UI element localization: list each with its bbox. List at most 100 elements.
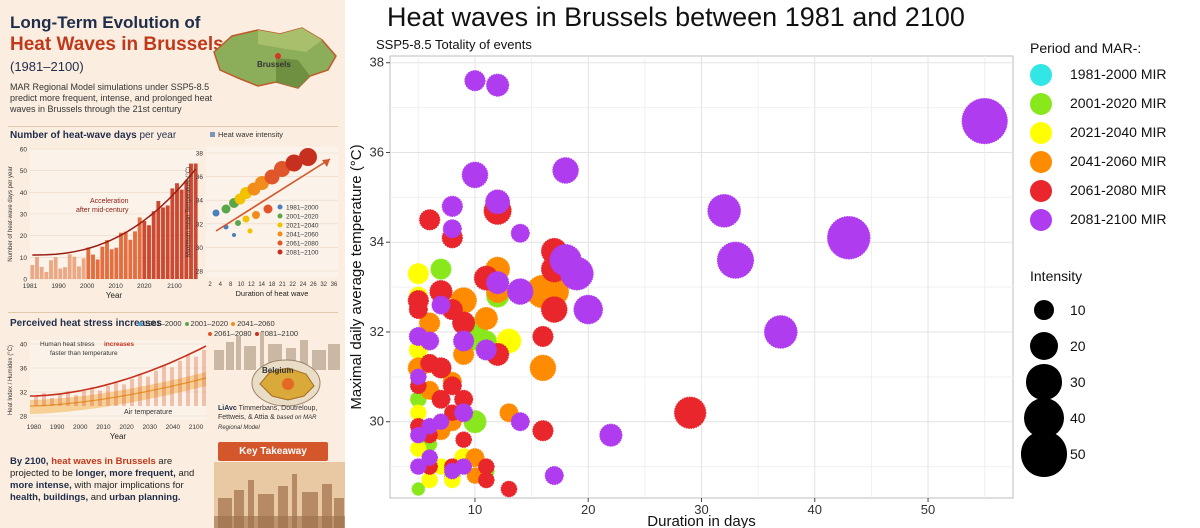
mini3-annotation: increases xyxy=(104,341,134,348)
mini1-annotation: Acceleration xyxy=(90,198,129,205)
data-point xyxy=(552,157,579,184)
mini3-legend-item: 2081–2100 xyxy=(254,329,299,339)
key-takeaway-badge: Key Takeaway xyxy=(218,442,328,461)
mini2-bubble xyxy=(252,211,260,219)
mini1-bar xyxy=(81,258,86,279)
divider xyxy=(8,126,338,127)
mini3-x-tick: 1980 xyxy=(27,424,42,431)
data-point xyxy=(486,73,510,97)
mini1-bar xyxy=(67,254,72,279)
mini3-x-tick: 2030 xyxy=(142,424,157,431)
data-point xyxy=(475,339,497,361)
mini2-y-tick: 38 xyxy=(196,151,204,158)
credit-block: LiAvc Timmerbans, Doutreloup, Fettweis, … xyxy=(218,404,340,433)
mini2-y-tick: 36 xyxy=(196,174,204,181)
mini2-bubble xyxy=(285,154,303,172)
size-legend-label: 30 xyxy=(1070,374,1086,390)
mini1-bar xyxy=(77,266,81,279)
mini1-y-tick: 60 xyxy=(20,147,28,154)
scatter-plot: 10 20 30 40 50 30 32 34 36 38 Duration in days Maxi… xyxy=(348,55,1014,528)
legend-label: 2001-2020 MIR xyxy=(1070,95,1167,111)
summary-part-a: By 2100, xyxy=(10,456,49,467)
belgium-globe-icon xyxy=(251,359,321,407)
data-point xyxy=(454,403,474,423)
mini2-legend-dot xyxy=(277,231,283,237)
mini2-x-tick: 21 xyxy=(279,282,286,288)
data-point xyxy=(485,189,511,215)
summary-part-i: and xyxy=(90,492,107,503)
data-point xyxy=(599,423,623,447)
size-legend-dot xyxy=(1021,431,1067,477)
mini3-bar xyxy=(42,393,46,406)
summary-part-c: are projected to be xyxy=(10,456,173,479)
mini3-y-tick: 36 xyxy=(20,366,28,373)
mini2-legend-label: 2041–2060 xyxy=(286,232,319,239)
mini3-bar xyxy=(50,397,54,406)
infographic-title-line1: Long-Term Evolution of xyxy=(10,13,201,32)
divider xyxy=(8,312,338,313)
mini2-x-tick: 24 xyxy=(300,282,307,288)
data-point xyxy=(532,420,554,442)
legend-dot-icon xyxy=(184,322,189,326)
data-point xyxy=(486,271,510,295)
legend-item: 2041-2060 MIR xyxy=(1030,147,1200,176)
size-legend-dot xyxy=(1026,364,1062,400)
mini3-legend-label: 2081–2100 xyxy=(260,329,299,338)
mini2-legend-dot xyxy=(277,240,283,246)
mini2-legend-label: 2081–2100 xyxy=(286,250,319,257)
mini2-x-tick: 8 xyxy=(229,282,233,288)
legend-label: 2021-2040 MIR xyxy=(1070,124,1167,140)
color-legend: Period and MAR-: 1981-2000 MIR 2001-2020 … xyxy=(1030,40,1200,234)
mini2-y-tick: 30 xyxy=(196,245,204,252)
section2-title: Perceived heat stress increases xyxy=(10,318,162,329)
mini2-legend: Heat wave intensity xyxy=(210,130,283,139)
mini1-bar xyxy=(30,265,35,279)
mini1-bar xyxy=(151,211,156,279)
data-point xyxy=(420,331,440,351)
mini3-annotation: Air temperature xyxy=(124,409,172,416)
mini3-y-label: Heat Index / Humidex (°C) xyxy=(8,345,14,415)
mini2-x-tick: 36 xyxy=(331,282,338,288)
data-point xyxy=(573,294,604,325)
infographic-panel: Long-Term Evolution of Heat Waves in Bru… xyxy=(0,0,345,528)
mini1-bar xyxy=(53,257,58,279)
color-legend-title: Period and MAR-: xyxy=(1030,40,1142,56)
mini1-bar xyxy=(109,249,114,279)
data-point xyxy=(409,368,427,386)
size-legend-label: 20 xyxy=(1070,338,1086,354)
legend-swatch xyxy=(1030,64,1052,86)
mini2-y-tick: 28 xyxy=(196,269,204,276)
data-point xyxy=(461,161,489,189)
data-point xyxy=(477,471,495,489)
mini3-legend-label: 2061–2080 xyxy=(214,329,252,338)
mini1-bar xyxy=(179,189,184,279)
mini1-bar xyxy=(137,217,142,279)
mini3-bar xyxy=(146,376,150,406)
mini1-y-tick: 10 xyxy=(20,255,28,262)
data-point xyxy=(673,396,707,429)
data-point xyxy=(441,195,463,217)
mini2-x-tick: 4 xyxy=(219,282,223,288)
mini3-x-tick: 2010 xyxy=(96,424,111,431)
data-point xyxy=(540,296,568,323)
data-point xyxy=(500,480,518,498)
mini1-bar xyxy=(147,225,151,279)
data-point xyxy=(430,258,452,280)
map2-label: Belgium xyxy=(262,366,294,375)
mini3-x-tick: 2000 xyxy=(73,424,88,431)
data-point xyxy=(455,431,472,449)
mini1-bar xyxy=(128,239,133,279)
mini1-bar xyxy=(63,267,67,279)
mini2-y-tick: 32 xyxy=(196,221,204,228)
mini1-bar xyxy=(58,268,63,279)
infographic-title-line3: (1981–2100) xyxy=(10,59,84,74)
legend-label: 1981-2000 MIR xyxy=(1070,66,1167,82)
mini1-y-tick: 50 xyxy=(20,168,28,175)
mini3-bar xyxy=(130,378,134,406)
mini3-bar xyxy=(58,394,62,406)
section1-title-light: per year xyxy=(139,130,177,141)
data-point xyxy=(408,299,428,320)
mini1-annotation: after mid-century xyxy=(76,207,129,214)
mini3-bar xyxy=(82,391,86,406)
mini3-x-tick: 2040 xyxy=(166,424,181,431)
